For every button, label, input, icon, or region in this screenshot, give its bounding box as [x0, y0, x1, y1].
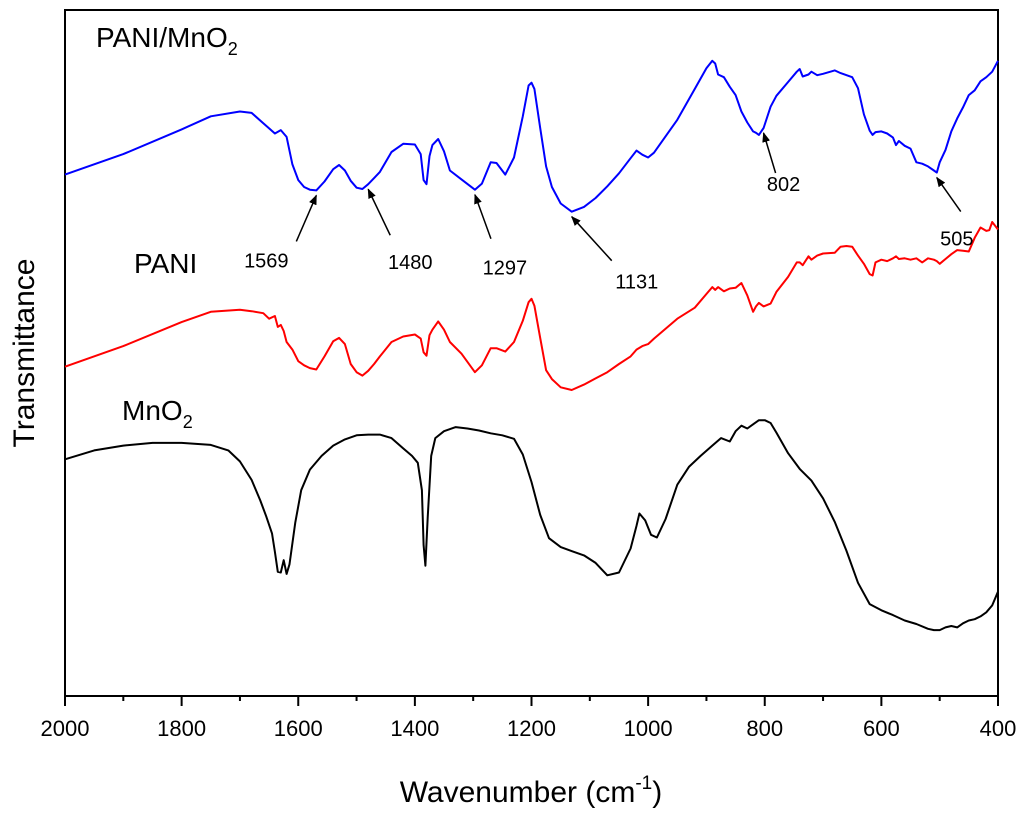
peak-label-802: 802: [767, 174, 800, 196]
x-tick-label-1000: 1000: [624, 716, 673, 741]
y-axis-title: Transmittance: [8, 259, 41, 448]
x-tick-label-1800: 1800: [157, 716, 206, 741]
x-axis-title-superscript: -1: [635, 773, 652, 794]
series-label-pani: PANI: [134, 248, 197, 279]
peak-label-1131: 1131: [615, 272, 658, 294]
x-tick-label-1600: 1600: [274, 716, 323, 741]
peak-annotations: 1569 1480 1297 1131 802 505: [244, 132, 973, 294]
peak-label-1480: 1480: [388, 252, 433, 274]
x-axis-ticks: [64, 696, 999, 706]
peak-label-505: 505: [940, 229, 973, 251]
peak-arrow-1297: [474, 193, 492, 239]
series-label-pani-main: PANI: [134, 248, 197, 279]
x-tick-label-1400: 1400: [390, 716, 439, 741]
peak-arrow-505: [936, 176, 962, 213]
series-label-mno2-main: MnO: [122, 395, 183, 426]
x-axis-tick-labels: 2000 1800 1600 1400 1200 1000 800 600 400: [41, 716, 1017, 741]
peak-label-1297: 1297: [483, 258, 528, 280]
peak-arrow-1131: [571, 215, 613, 262]
peak-arrow-1480: [367, 188, 391, 236]
series-lines: [64, 59, 999, 632]
series-label-mno2-subscript: 2: [183, 412, 193, 432]
x-tick-label-400: 400: [980, 716, 1017, 741]
plot-frame: [64, 9, 999, 697]
peak-arrow-1569: [295, 194, 318, 242]
x-axis-title-main: Wavenumber (cm: [400, 776, 636, 809]
series-line-pani: [64, 221, 999, 391]
series-label-pani-mno2-subscript: 2: [228, 39, 238, 59]
x-axis-title: Wavenumber (cm-1): [400, 773, 663, 809]
x-axis-title-close: ): [652, 776, 662, 809]
series-line-mno2: [64, 419, 999, 632]
peak-arrow-802: [762, 132, 777, 174]
series-label-pani-mno2-main: PANI/MnO: [96, 22, 228, 53]
x-tick-label-600: 600: [863, 716, 900, 741]
x-tick-label-2000: 2000: [41, 716, 90, 741]
peak-label-1569: 1569: [244, 250, 289, 272]
series-label-pani-mno2: PANI/MnO2: [96, 22, 238, 59]
series-line-pani-mno2: [64, 59, 999, 213]
series-label-mno2: MnO2: [122, 395, 193, 432]
x-tick-label-1200: 1200: [507, 716, 556, 741]
x-tick-label-800: 800: [746, 716, 783, 741]
